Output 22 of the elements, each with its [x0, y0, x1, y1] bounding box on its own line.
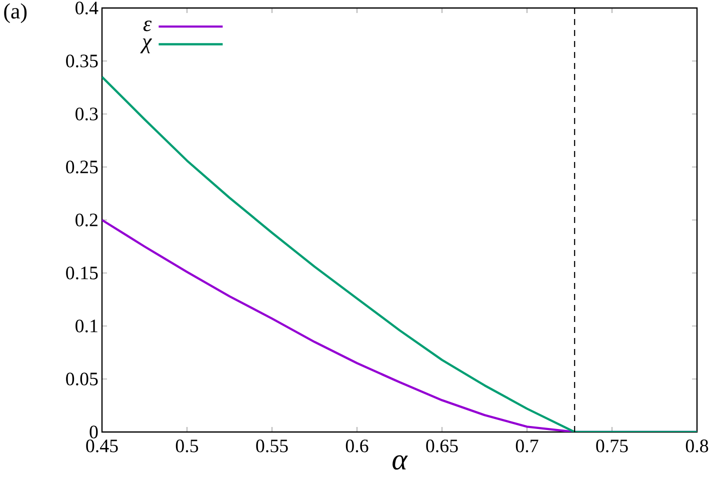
y-tick-label: 0.4: [76, 2, 98, 14]
x-tick-label: 0.45: [86, 440, 118, 452]
y-tick-label: 0.1: [76, 320, 98, 332]
line-series: [102, 76, 698, 432]
x-tick-label: 0.8: [686, 440, 708, 452]
y-tick-label: 0.15: [66, 266, 98, 280]
y-tick-label: 0: [90, 426, 98, 438]
x-tick-label: 0.6: [346, 440, 368, 452]
legend-label: ε: [143, 20, 152, 32]
x-tick-label: 0.55: [256, 440, 288, 452]
y-tick-label: 0.3: [76, 108, 98, 120]
y-tick-label: 0.35: [66, 54, 98, 68]
y-tick-label: 0.05: [66, 372, 98, 386]
legend-label: χ: [140, 38, 152, 54]
text: (a): [4, 3, 27, 24]
y-tick-label: 0.2: [76, 214, 98, 226]
x-tick-label: 0.65: [426, 440, 458, 452]
y-tick-label: 0.25: [66, 160, 98, 174]
x-tick-label: 0.7: [516, 440, 538, 452]
x-tick-label: 0.5: [176, 440, 198, 452]
x-tick-label: 0.75: [596, 440, 628, 452]
x-axis-title: α: [392, 455, 408, 470]
